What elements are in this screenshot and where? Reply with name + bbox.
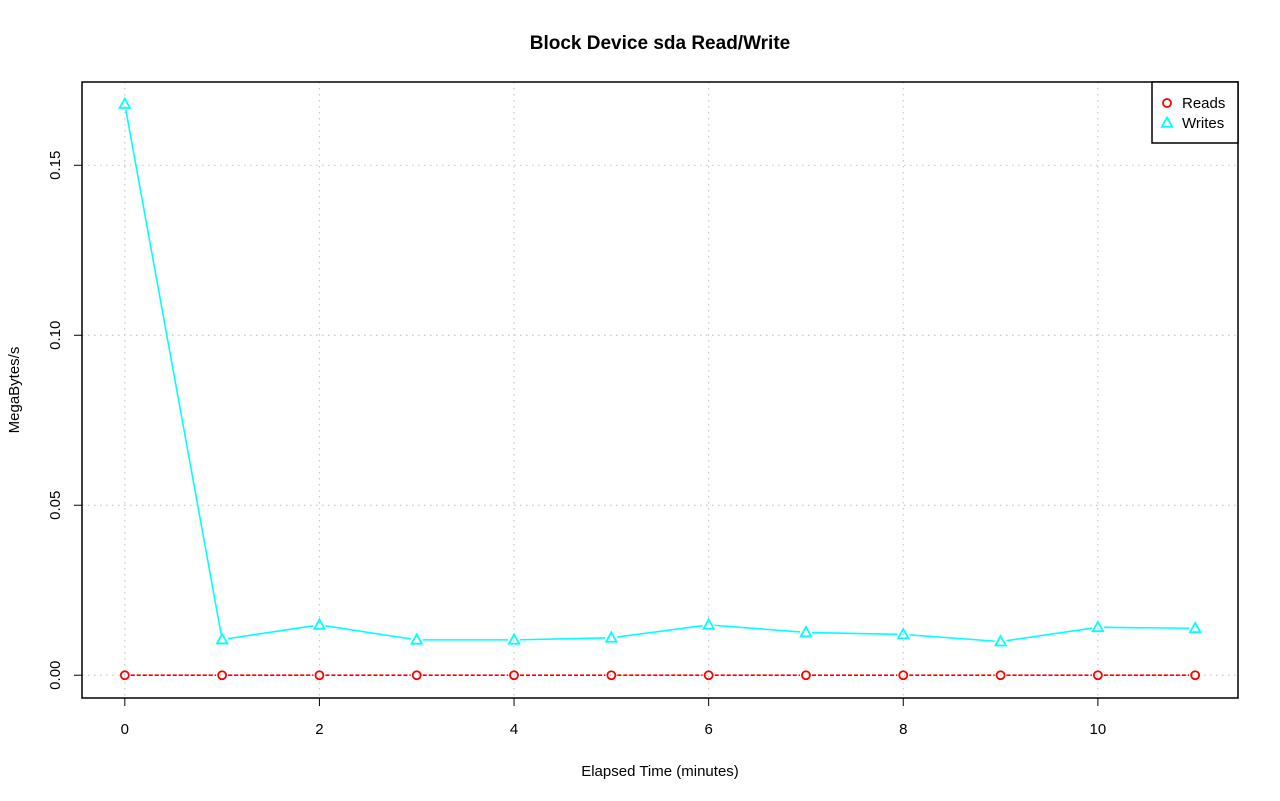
writes-point <box>118 96 132 109</box>
legend-writes-marker <box>1160 115 1174 128</box>
x-axis-label: Elapsed Time (minutes) <box>581 763 739 780</box>
x-tick-label: 2 <box>315 721 323 738</box>
series-reads <box>119 670 1201 681</box>
reads-point <box>217 670 228 681</box>
reads-point <box>898 670 909 681</box>
writes-point <box>1091 619 1105 633</box>
reads-point <box>995 670 1006 681</box>
legend-box <box>1151 81 1239 144</box>
writes-point <box>507 632 521 645</box>
writes-line-segment <box>811 631 898 636</box>
x-tick-label: 0 <box>121 721 129 738</box>
writes-line-segment <box>125 109 222 634</box>
plot-frame <box>81 81 1239 699</box>
writes-line-segment <box>325 625 411 640</box>
writes-line-segment <box>1006 627 1093 642</box>
x-tick-label: 6 <box>704 721 712 738</box>
x-tick-label: 8 <box>899 721 907 738</box>
reads-point <box>1092 670 1103 681</box>
x-tick-label: 4 <box>510 721 518 738</box>
y-tick-label: 0.05 <box>47 491 64 520</box>
reads-point <box>606 670 617 681</box>
legend-reads-label: Reads <box>1182 95 1225 112</box>
writes-point <box>1188 620 1202 634</box>
grid <box>82 82 1238 698</box>
reads-point <box>314 670 325 681</box>
writes-point <box>799 625 813 638</box>
writes-point <box>993 634 1008 647</box>
writes-line-segment <box>520 637 606 641</box>
writes-line-segment <box>227 625 314 640</box>
writes-point <box>410 632 424 645</box>
writes-point <box>215 632 229 645</box>
legend-writes-label: Writes <box>1182 115 1224 132</box>
reads-point <box>509 670 519 681</box>
writes-line-segment <box>1103 626 1190 630</box>
axes: 0 2 4 6 8 10 0.00 0.05 0.10 0.15 <box>47 151 1106 738</box>
y-axis-label: MegaBytes/s <box>6 347 23 434</box>
reads-point <box>1190 670 1201 681</box>
legend: Reads Writes <box>1151 81 1239 144</box>
reads-point <box>119 670 130 681</box>
writes-point <box>604 630 619 643</box>
chart-title: Block Device sda Read/Write <box>530 33 790 54</box>
y-tick-label: 0.00 <box>47 661 64 690</box>
writes-line-segment <box>714 624 801 633</box>
writes-point <box>312 617 327 630</box>
reads-point <box>703 670 714 681</box>
y-tick-label: 0.10 <box>47 321 64 350</box>
writes-line-segment <box>909 634 995 642</box>
writes-line-segment <box>617 624 703 638</box>
series <box>118 96 1202 681</box>
reads-point <box>411 670 422 681</box>
legend-reads-marker <box>1162 98 1172 108</box>
reads-point <box>801 670 811 681</box>
writes-point <box>701 617 716 630</box>
series-writes <box>118 96 1202 647</box>
writes-point <box>896 627 910 640</box>
x-tick-label: 10 <box>1090 721 1107 738</box>
y-tick-label: 0.15 <box>47 151 64 180</box>
